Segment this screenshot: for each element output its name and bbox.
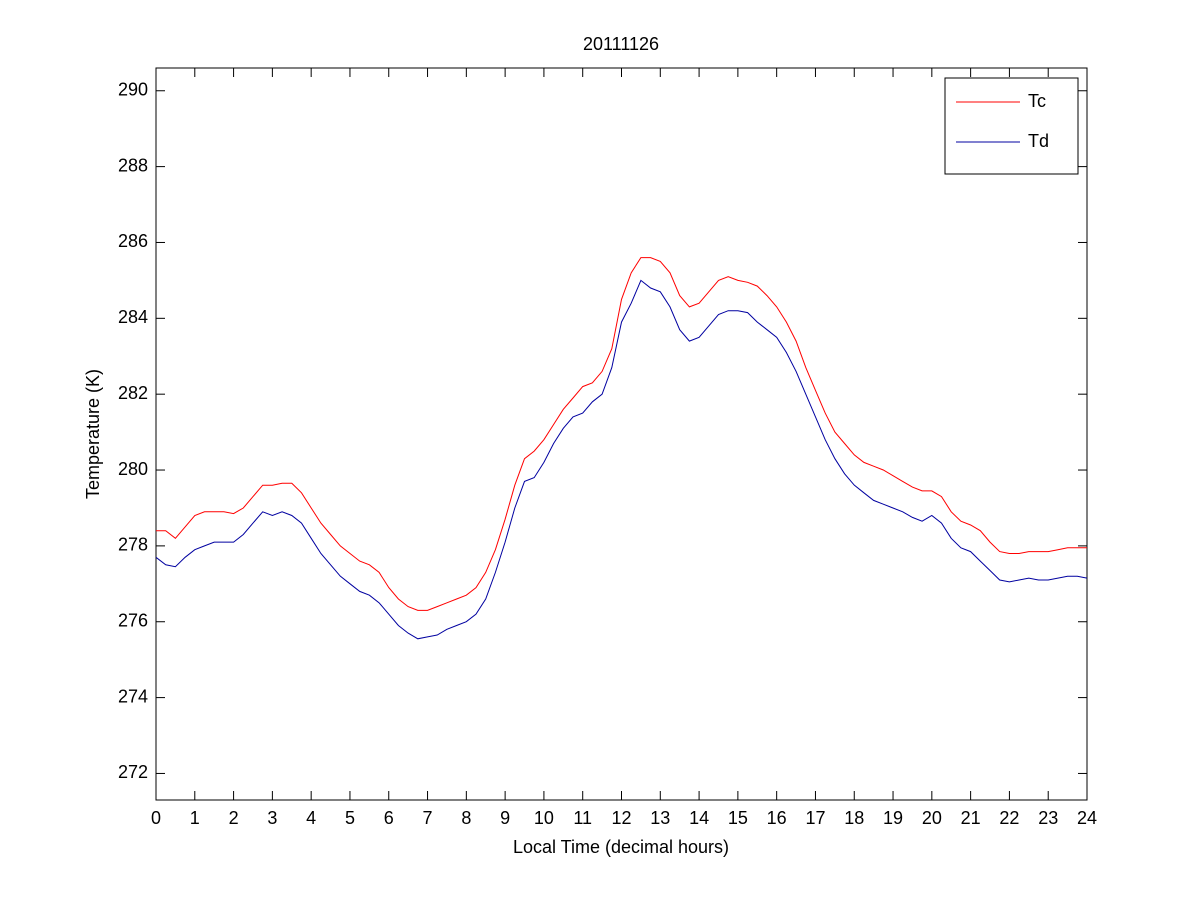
x-tick-label: 8 <box>461 808 471 828</box>
x-tick-label: 14 <box>689 808 709 828</box>
data-line <box>156 257 1087 611</box>
y-tick-label: 272 <box>118 762 148 782</box>
x-tick-label: 11 <box>573 808 592 828</box>
y-tick-label: 286 <box>118 231 148 251</box>
y-tick-label: 280 <box>118 459 148 479</box>
x-tick-label: 6 <box>384 808 394 828</box>
y-tick-label: 288 <box>118 155 148 175</box>
x-tick-label: 22 <box>999 808 1019 828</box>
y-tick-label: 274 <box>118 686 148 706</box>
x-tick-label: 13 <box>650 808 670 828</box>
x-tick-label: 5 <box>345 808 355 828</box>
x-tick-label: 17 <box>805 808 825 828</box>
x-tick-label: 0 <box>151 808 161 828</box>
x-tick-label: 2 <box>229 808 239 828</box>
y-tick-label: 276 <box>118 610 148 630</box>
x-tick-label: 16 <box>767 808 787 828</box>
x-tick-label: 4 <box>306 808 316 828</box>
x-tick-label: 20 <box>922 808 942 828</box>
x-tick-label: 3 <box>267 808 277 828</box>
legend-box <box>944 77 1079 175</box>
x-tick-label: 23 <box>1038 808 1058 828</box>
x-tick-label: 24 <box>1077 808 1097 828</box>
legend-label: Tc <box>1028 91 1046 111</box>
y-axis-label: Temperature (K) <box>83 369 103 499</box>
y-tick-label: 282 <box>118 383 148 403</box>
x-tick-label: 18 <box>844 808 864 828</box>
x-axis-label: Local Time (decimal hours) <box>513 837 729 857</box>
x-tick-label: 7 <box>423 808 433 828</box>
x-tick-label: 19 <box>883 808 903 828</box>
y-tick-label: 278 <box>118 535 148 555</box>
y-tick-label: 290 <box>118 80 148 100</box>
legend-label: Td <box>1028 131 1049 151</box>
y-tick-label: 284 <box>118 307 148 327</box>
chart-title: 20111126 <box>583 34 659 54</box>
x-tick-label: 12 <box>611 808 631 828</box>
x-tick-label: 21 <box>961 808 981 828</box>
x-tick-label: 9 <box>500 808 510 828</box>
data-line <box>155 279 1088 640</box>
plot-frame <box>155 67 1088 801</box>
x-tick-label: 10 <box>534 808 554 828</box>
x-tick-label: 15 <box>728 808 748 828</box>
x-tick-label: 1 <box>190 808 200 828</box>
